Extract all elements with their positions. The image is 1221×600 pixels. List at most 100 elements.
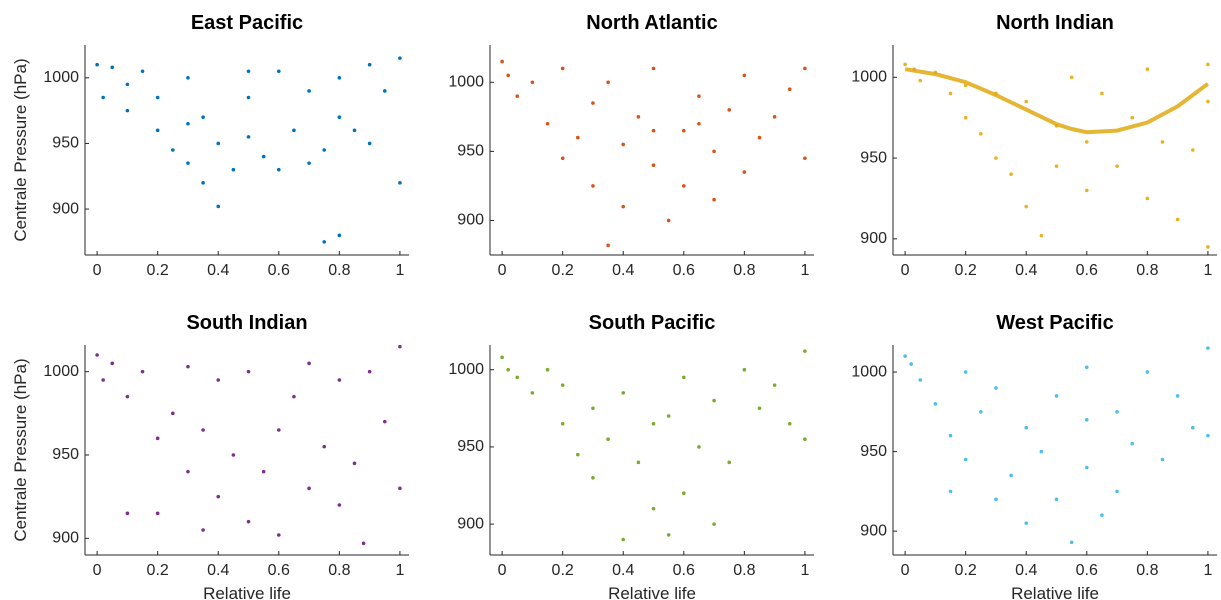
point: [651, 66, 656, 71]
point: [1069, 540, 1074, 545]
point: [591, 475, 595, 480]
point: [787, 421, 792, 426]
point: [140, 369, 145, 374]
point: [140, 69, 145, 74]
point: [909, 362, 913, 366]
point: [382, 89, 387, 93]
x-tick-label: 0.8: [328, 562, 350, 579]
y-tick-label: 950: [457, 143, 484, 160]
x-tick-label: 1: [800, 562, 809, 579]
y-tick-label: 900: [457, 212, 484, 229]
point: [1175, 394, 1180, 398]
x-tick-label: 1: [800, 262, 809, 279]
point: [1039, 449, 1044, 454]
point: [398, 56, 402, 60]
point: [681, 491, 686, 496]
point: [666, 414, 671, 418]
point: [742, 73, 747, 78]
point: [246, 135, 251, 139]
y-tick-label: 1000: [851, 363, 887, 380]
point: [276, 167, 281, 172]
point: [545, 121, 550, 126]
point: [1115, 489, 1119, 494]
point: [125, 82, 130, 87]
point: [1145, 196, 1150, 201]
point: [1009, 172, 1013, 177]
point: [186, 76, 190, 80]
point: [95, 62, 99, 67]
point: [591, 184, 595, 188]
point: [1206, 433, 1210, 438]
x-tick-label: 0: [498, 262, 507, 279]
point: [727, 108, 732, 112]
point: [948, 433, 953, 438]
y-tick-label: 1000: [851, 69, 887, 86]
point: [1084, 188, 1089, 193]
point: [216, 378, 221, 382]
panel-title: East Pacific: [191, 12, 303, 34]
point: [125, 394, 130, 399]
point: [772, 383, 777, 387]
point: [697, 121, 701, 126]
point: [1145, 67, 1150, 72]
point: [530, 391, 535, 395]
point: [1145, 370, 1150, 374]
point: [261, 154, 266, 159]
point: [591, 101, 595, 105]
point: [727, 460, 732, 465]
x-tick-label: 0.4: [207, 262, 229, 279]
point: [1009, 473, 1013, 478]
point: [155, 128, 160, 133]
y-tick-label: 950: [52, 446, 79, 463]
x-tick-label: 0.4: [1015, 262, 1037, 279]
panel-title: South Pacific: [589, 312, 716, 334]
panel-title: West Pacific: [996, 312, 1113, 334]
point: [621, 537, 626, 542]
point: [201, 428, 205, 432]
point: [576, 135, 580, 140]
point: [1084, 140, 1089, 144]
x-tick-label: 1: [1203, 262, 1212, 279]
x-tick-label: 0.2: [552, 262, 574, 279]
x-tick-label: 0.6: [268, 262, 290, 279]
point: [216, 204, 221, 209]
point: [963, 457, 968, 462]
x-tick-label: 0.4: [612, 262, 634, 279]
point: [337, 76, 342, 80]
y-tick-label: 900: [860, 522, 887, 539]
point: [276, 69, 281, 74]
point: [171, 148, 175, 152]
point: [231, 453, 236, 457]
point: [276, 428, 281, 432]
point: [903, 62, 907, 67]
point: [591, 406, 595, 411]
point: [742, 367, 747, 372]
point: [171, 411, 175, 416]
point: [979, 132, 983, 136]
point: [155, 511, 160, 516]
x-tick-label: 0.8: [733, 262, 755, 279]
x-tick-label: 0.6: [1076, 262, 1098, 279]
point: [1160, 140, 1165, 144]
y-tick-label: 900: [457, 515, 484, 532]
point: [186, 121, 190, 126]
x-tick-label: 0: [498, 562, 507, 579]
point: [361, 541, 366, 546]
point: [216, 141, 221, 146]
point: [352, 461, 357, 466]
x-tick-label: 0.6: [1076, 562, 1098, 579]
point: [994, 156, 998, 160]
point: [1206, 99, 1210, 104]
point: [1190, 425, 1195, 430]
x-tick-label: 0.6: [673, 562, 695, 579]
point: [515, 375, 520, 380]
point: [948, 489, 953, 494]
point: [1206, 62, 1210, 67]
point: [621, 391, 626, 395]
point: [398, 344, 402, 349]
point: [110, 65, 115, 70]
point: [398, 181, 402, 185]
point: [367, 62, 372, 67]
point: [337, 503, 342, 507]
panel-title: North Indian: [996, 12, 1114, 34]
